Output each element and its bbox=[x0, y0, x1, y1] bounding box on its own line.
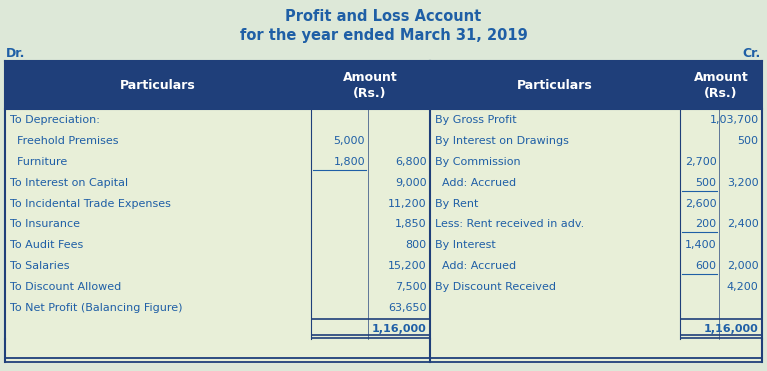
Text: Less: Rent received in adv.: Less: Rent received in adv. bbox=[435, 220, 584, 229]
Text: 2,400: 2,400 bbox=[727, 220, 759, 229]
Text: By Discount Received: By Discount Received bbox=[435, 282, 555, 292]
Bar bbox=[430, 339, 762, 362]
Text: To Interest on Capital: To Interest on Capital bbox=[11, 178, 129, 188]
Text: To Incidental Trade Expenses: To Incidental Trade Expenses bbox=[11, 198, 171, 209]
Text: 2,000: 2,000 bbox=[727, 261, 759, 271]
Text: 1,16,000: 1,16,000 bbox=[372, 324, 426, 334]
Text: Furniture: Furniture bbox=[11, 157, 67, 167]
Text: for the year ended March 31, 2019: for the year ended March 31, 2019 bbox=[239, 28, 528, 43]
Bar bbox=[430, 61, 762, 109]
Text: 500: 500 bbox=[738, 136, 759, 146]
Text: 1,800: 1,800 bbox=[334, 157, 365, 167]
Text: To Discount Allowed: To Discount Allowed bbox=[11, 282, 122, 292]
Text: By Commission: By Commission bbox=[435, 157, 520, 167]
Text: By Interest: By Interest bbox=[435, 240, 495, 250]
Text: 3,200: 3,200 bbox=[727, 178, 759, 188]
Text: 1,03,700: 1,03,700 bbox=[709, 115, 759, 125]
Text: Add: Accrued: Add: Accrued bbox=[435, 178, 515, 188]
Text: Amount
(Rs.): Amount (Rs.) bbox=[693, 71, 749, 100]
Text: 600: 600 bbox=[696, 261, 716, 271]
Bar bbox=[5, 61, 430, 109]
Text: To Salaries: To Salaries bbox=[11, 261, 70, 271]
Text: To Audit Fees: To Audit Fees bbox=[11, 240, 84, 250]
Text: Dr.: Dr. bbox=[6, 47, 25, 60]
Bar bbox=[5, 339, 430, 362]
Text: 1,400: 1,400 bbox=[685, 240, 716, 250]
Text: By Interest on Drawings: By Interest on Drawings bbox=[435, 136, 568, 146]
Text: 800: 800 bbox=[406, 240, 426, 250]
Text: To Depreciation:: To Depreciation: bbox=[11, 115, 100, 125]
Text: 1,16,000: 1,16,000 bbox=[704, 324, 759, 334]
Text: Particulars: Particulars bbox=[517, 79, 593, 92]
Text: Particulars: Particulars bbox=[120, 79, 196, 92]
Text: 1,850: 1,850 bbox=[395, 220, 426, 229]
Bar bbox=[5, 109, 762, 339]
Text: Freehold Premises: Freehold Premises bbox=[11, 136, 119, 146]
Text: By Gross Profit: By Gross Profit bbox=[435, 115, 516, 125]
Text: By Rent: By Rent bbox=[435, 198, 478, 209]
Text: 15,200: 15,200 bbox=[388, 261, 426, 271]
Text: 5,000: 5,000 bbox=[334, 136, 365, 146]
Text: To Net Profit (Balancing Figure): To Net Profit (Balancing Figure) bbox=[11, 303, 183, 313]
Text: 6,800: 6,800 bbox=[395, 157, 426, 167]
Text: 500: 500 bbox=[696, 178, 716, 188]
Text: 4,200: 4,200 bbox=[727, 282, 759, 292]
Text: To Insurance: To Insurance bbox=[11, 220, 81, 229]
Text: 9,000: 9,000 bbox=[395, 178, 426, 188]
Text: 2,700: 2,700 bbox=[685, 157, 716, 167]
Text: 7,500: 7,500 bbox=[395, 282, 426, 292]
Text: 200: 200 bbox=[696, 220, 716, 229]
Text: Cr.: Cr. bbox=[742, 47, 761, 60]
Text: Add: Accrued: Add: Accrued bbox=[435, 261, 515, 271]
Text: 63,650: 63,650 bbox=[388, 303, 426, 313]
Text: 11,200: 11,200 bbox=[388, 198, 426, 209]
Text: Profit and Loss Account: Profit and Loss Account bbox=[285, 9, 482, 24]
Text: 2,600: 2,600 bbox=[685, 198, 716, 209]
Text: Amount
(Rs.): Amount (Rs.) bbox=[343, 71, 397, 100]
